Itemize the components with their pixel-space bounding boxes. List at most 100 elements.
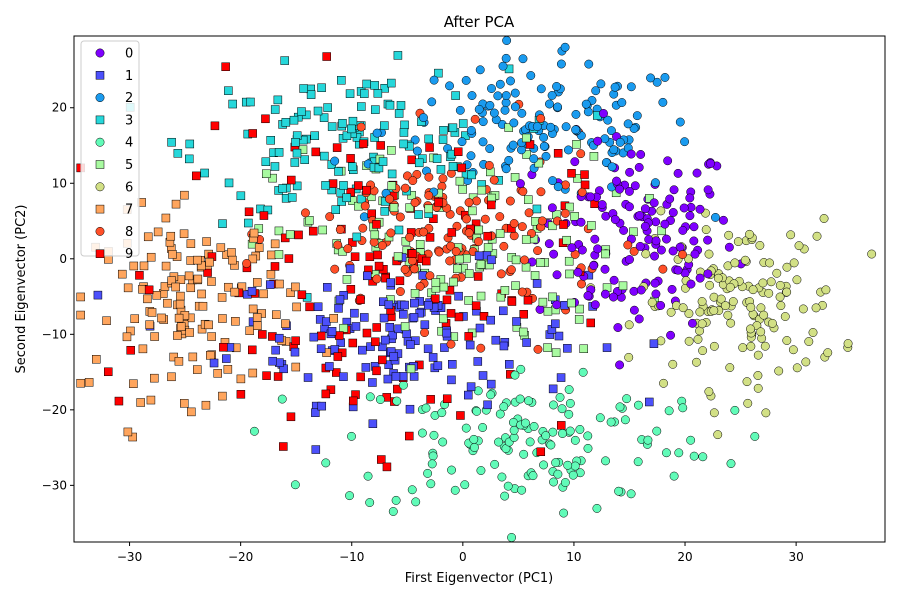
point-class-9 <box>425 233 435 242</box>
point-class-7 <box>245 326 254 335</box>
point-class-7 <box>174 313 184 323</box>
point-class-0 <box>600 289 610 299</box>
point-class-6 <box>745 229 754 239</box>
point-class-0 <box>673 168 683 178</box>
point-class-6 <box>819 214 829 223</box>
point-class-9 <box>356 295 365 304</box>
point-class-8 <box>533 344 543 354</box>
point-class-4 <box>555 392 565 402</box>
point-class-7 <box>180 399 189 408</box>
point-class-1 <box>399 310 408 319</box>
point-class-3 <box>438 135 448 144</box>
point-class-4 <box>486 390 496 400</box>
point-class-3 <box>173 149 183 158</box>
point-class-3 <box>281 118 291 127</box>
point-class-0 <box>650 251 659 261</box>
point-class-7 <box>130 314 139 323</box>
point-class-9 <box>425 143 434 152</box>
point-class-0 <box>619 225 629 235</box>
point-class-6 <box>725 363 735 373</box>
point-class-9 <box>374 261 384 271</box>
y-tick-label: 0 <box>59 252 67 266</box>
point-class-6 <box>746 324 755 334</box>
point-class-9 <box>429 214 438 224</box>
point-class-1 <box>380 335 390 345</box>
legend-label-4: 4 <box>125 136 133 151</box>
point-class-4 <box>578 367 588 377</box>
point-class-7 <box>146 252 156 262</box>
point-class-1 <box>474 251 484 261</box>
point-class-2 <box>427 97 437 107</box>
point-class-6 <box>721 301 730 311</box>
point-class-7 <box>207 332 216 341</box>
point-class-5 <box>518 327 528 337</box>
point-class-2 <box>571 125 581 135</box>
point-class-4 <box>615 402 625 412</box>
point-class-4 <box>277 394 287 404</box>
point-class-6 <box>684 309 694 319</box>
y-tick-label: 20 <box>52 101 67 115</box>
point-class-8 <box>509 231 519 241</box>
point-class-3 <box>352 232 362 242</box>
point-class-8 <box>360 201 370 211</box>
point-class-3 <box>357 194 366 204</box>
point-class-0 <box>678 225 688 235</box>
point-class-1 <box>478 371 488 380</box>
point-class-3 <box>289 115 299 125</box>
point-class-9 <box>359 139 368 149</box>
point-class-8 <box>405 232 415 242</box>
point-class-7 <box>122 332 132 342</box>
point-class-1 <box>473 357 483 366</box>
point-class-0 <box>650 278 660 288</box>
point-class-5 <box>424 204 434 214</box>
point-class-4 <box>557 404 567 414</box>
point-class-6 <box>740 255 750 265</box>
point-class-4 <box>620 415 630 425</box>
point-class-0 <box>626 149 636 159</box>
point-class-5 <box>510 173 520 182</box>
point-class-6 <box>666 307 676 317</box>
point-class-6 <box>801 357 811 367</box>
point-class-1 <box>309 332 319 342</box>
point-class-6 <box>647 297 657 307</box>
point-class-4 <box>428 451 438 461</box>
point-class-1 <box>491 335 501 345</box>
point-class-8 <box>506 265 516 275</box>
point-class-4 <box>546 440 556 450</box>
point-class-7 <box>150 373 159 383</box>
point-class-1 <box>448 360 457 369</box>
point-class-2 <box>545 99 554 109</box>
point-class-6 <box>758 278 768 288</box>
point-class-4 <box>500 491 510 501</box>
point-class-8 <box>472 196 481 206</box>
point-class-7 <box>249 228 259 238</box>
point-class-9 <box>456 411 465 420</box>
point-class-6 <box>713 273 723 283</box>
point-class-3 <box>458 119 468 128</box>
point-class-4 <box>565 426 575 436</box>
point-class-7 <box>76 310 85 320</box>
point-class-8 <box>335 225 345 235</box>
point-class-9 <box>362 328 372 338</box>
point-class-1 <box>418 271 427 280</box>
point-class-5 <box>468 206 477 216</box>
point-class-9 <box>426 395 435 404</box>
legend-marker-4 <box>95 137 105 147</box>
point-class-2 <box>466 151 476 161</box>
point-class-9 <box>346 154 355 163</box>
point-class-0 <box>589 261 599 270</box>
point-class-4 <box>549 477 559 487</box>
point-class-4 <box>490 459 500 469</box>
point-class-7 <box>228 255 237 265</box>
point-class-5 <box>511 281 520 290</box>
point-class-0 <box>703 269 713 279</box>
point-class-1 <box>423 344 433 353</box>
point-class-0 <box>673 265 683 275</box>
point-class-6 <box>759 310 769 320</box>
point-class-2 <box>617 98 627 107</box>
point-class-0 <box>577 245 587 255</box>
point-class-2 <box>467 91 477 101</box>
point-class-8 <box>424 191 434 201</box>
point-class-4 <box>558 429 567 438</box>
point-class-3 <box>414 210 423 219</box>
